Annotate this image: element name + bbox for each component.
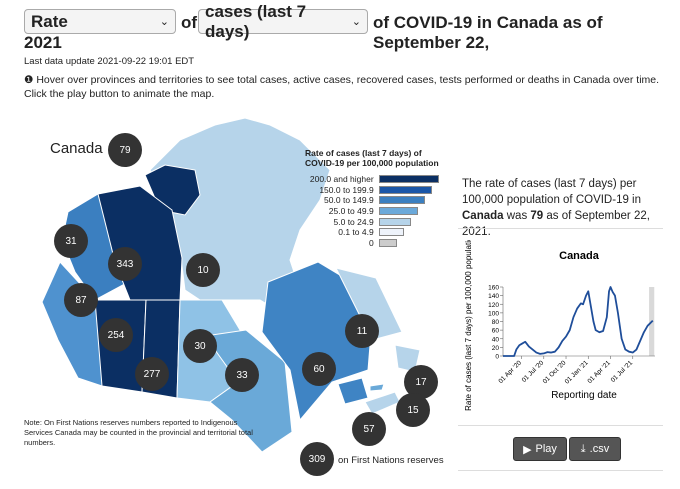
legend-item: 50.0 to 149.9 bbox=[305, 195, 439, 206]
y-tick-label: 60 bbox=[492, 328, 500, 335]
legend-label: 25.0 to 49.9 bbox=[328, 206, 374, 217]
chart-title: Canada bbox=[559, 250, 600, 262]
play-label: Play bbox=[535, 443, 557, 455]
legend-swatch bbox=[378, 238, 397, 247]
legend-swatch bbox=[378, 228, 404, 237]
bubble-nwt[interactable]: 343 bbox=[108, 247, 142, 281]
y-axis-label: Rate of cases (last 7 days) per 100,000 … bbox=[464, 240, 473, 411]
chevron-down-icon: ⌄ bbox=[351, 16, 361, 28]
y-tick-label: 0 bbox=[495, 354, 499, 361]
bubble-first-nations[interactable]: 309 bbox=[300, 442, 334, 476]
y-tick-label: 120 bbox=[488, 302, 499, 309]
x-tick-label: 01 Jan '21 bbox=[564, 359, 590, 385]
region-pei[interactable] bbox=[369, 383, 385, 392]
play-icon: ▶ bbox=[523, 443, 532, 456]
y-tick-label: 40 bbox=[492, 336, 500, 343]
y-tick-label: 140 bbox=[488, 293, 499, 300]
summary-pre: The rate of cases (last 7 days) per 100,… bbox=[462, 178, 642, 206]
first-nations-label: on First Nations reserves bbox=[338, 455, 444, 466]
summary-text: The rate of cases (last 7 days) per 100,… bbox=[462, 176, 667, 240]
page-title: of COVID-19 in Canada as of September 22… bbox=[373, 13, 603, 52]
bubble-canada[interactable]: 79 bbox=[108, 133, 142, 167]
legend-title: Rate of cases (last 7 days) of bbox=[305, 148, 422, 158]
x-tick-label: 01 Jul '21 bbox=[610, 359, 635, 384]
y-tick-label: 20 bbox=[492, 345, 500, 352]
bubble-ontario[interactable]: 33 bbox=[225, 358, 259, 392]
bubble-quebec[interactable]: 60 bbox=[302, 352, 336, 386]
download-csv-button[interactable]: ⤓ .csv bbox=[569, 437, 621, 461]
legend-label: 0 bbox=[368, 237, 374, 248]
legend-item: 150.0 to 199.9 bbox=[305, 185, 439, 196]
map-label: Canada bbox=[50, 140, 103, 157]
legend-label: 200.0 and higher bbox=[309, 174, 374, 185]
map-legend: Rate of cases (last 7 days) of COVID-19 … bbox=[305, 148, 439, 248]
divider bbox=[458, 228, 663, 229]
chevron-down-icon: ⌄ bbox=[159, 16, 169, 28]
metric-select[interactable]: Rate ⌄ bbox=[24, 9, 176, 34]
measure-select-value: cases (last 7 days) bbox=[205, 1, 307, 41]
metric-select-value: Rate bbox=[31, 11, 68, 31]
play-button[interactable]: ▶ Play bbox=[513, 437, 567, 461]
map-note: Note: On First Nations reserves numbers … bbox=[24, 418, 253, 447]
bubble-alberta[interactable]: 254 bbox=[99, 318, 133, 352]
legend-item: 5.0 to 24.9 bbox=[305, 216, 439, 227]
legend-swatch bbox=[378, 196, 425, 205]
info-text: ❶ Hover over provinces and territories t… bbox=[24, 73, 664, 101]
bubble-new-brunswick[interactable]: 57 bbox=[352, 412, 386, 446]
legend-swatch bbox=[378, 185, 432, 194]
bubble-bc[interactable]: 87 bbox=[64, 283, 98, 317]
legend-swatch bbox=[378, 217, 411, 226]
x-axis-label: Reporting date bbox=[551, 390, 617, 401]
summary-post: as of September 22, 2021. bbox=[462, 210, 650, 238]
legend-label: 5.0 to 24.9 bbox=[333, 216, 374, 227]
title-of: of bbox=[181, 13, 198, 32]
info-icon: ❶ bbox=[24, 74, 34, 86]
legend-item: 0.1 to 4.9 bbox=[305, 227, 439, 238]
divider bbox=[458, 425, 663, 426]
bubble-nunavut[interactable]: 10 bbox=[186, 253, 220, 287]
bubble-yukon[interactable]: 31 bbox=[54, 224, 88, 258]
bubble-nova-scotia[interactable]: 15 bbox=[396, 393, 430, 427]
series-line-canada bbox=[503, 286, 654, 357]
legend-swatch bbox=[378, 207, 418, 216]
region-newfoundland-labrador[interactable] bbox=[335, 267, 403, 341]
region-quebec[interactable] bbox=[261, 261, 373, 422]
page-title-year: 2021 bbox=[24, 33, 62, 52]
y-tick-label: 160 bbox=[488, 285, 499, 292]
bubble-manitoba[interactable]: 30 bbox=[183, 329, 217, 363]
x-tick-label: 01 Apr '20 bbox=[497, 359, 523, 385]
bubble-saskatchewan[interactable]: 277 bbox=[135, 357, 169, 391]
measure-select[interactable]: cases (last 7 days) ⌄ bbox=[198, 2, 368, 41]
legend-item: 25.0 to 49.9 bbox=[305, 206, 439, 217]
csv-label: .csv bbox=[589, 443, 610, 455]
bubble-newfoundland[interactable]: 11 bbox=[345, 314, 379, 348]
region-nova-scotia[interactable] bbox=[364, 391, 401, 415]
divider bbox=[458, 470, 663, 471]
summary-value: 79 bbox=[530, 210, 544, 222]
y-tick-label: 80 bbox=[492, 319, 500, 326]
legend-label: 150.0 to 199.9 bbox=[319, 184, 374, 195]
summary-place: Canada bbox=[462, 210, 504, 222]
legend-swatch bbox=[378, 175, 439, 184]
legend-label: 50.0 to 149.9 bbox=[324, 195, 374, 206]
info-description: Hover over provinces and territories to … bbox=[24, 74, 660, 100]
x-tick-label: 01 Apr '21 bbox=[586, 359, 612, 385]
summary-mid: was bbox=[503, 210, 531, 222]
region-new-brunswick[interactable] bbox=[337, 377, 369, 405]
last-update: Last data update 2021-09-22 19:01 EDT bbox=[24, 56, 195, 67]
legend-title-2: COVID-19 per 100,000 population bbox=[305, 158, 439, 168]
legend-item: 0 bbox=[305, 238, 439, 249]
region-ontario[interactable] bbox=[204, 329, 293, 453]
legend-item: 200.0 and higher bbox=[305, 174, 439, 185]
download-icon: ⤓ bbox=[580, 442, 586, 455]
y-tick-label: 100 bbox=[488, 310, 499, 317]
legend-label: 0.1 to 4.9 bbox=[338, 227, 374, 238]
